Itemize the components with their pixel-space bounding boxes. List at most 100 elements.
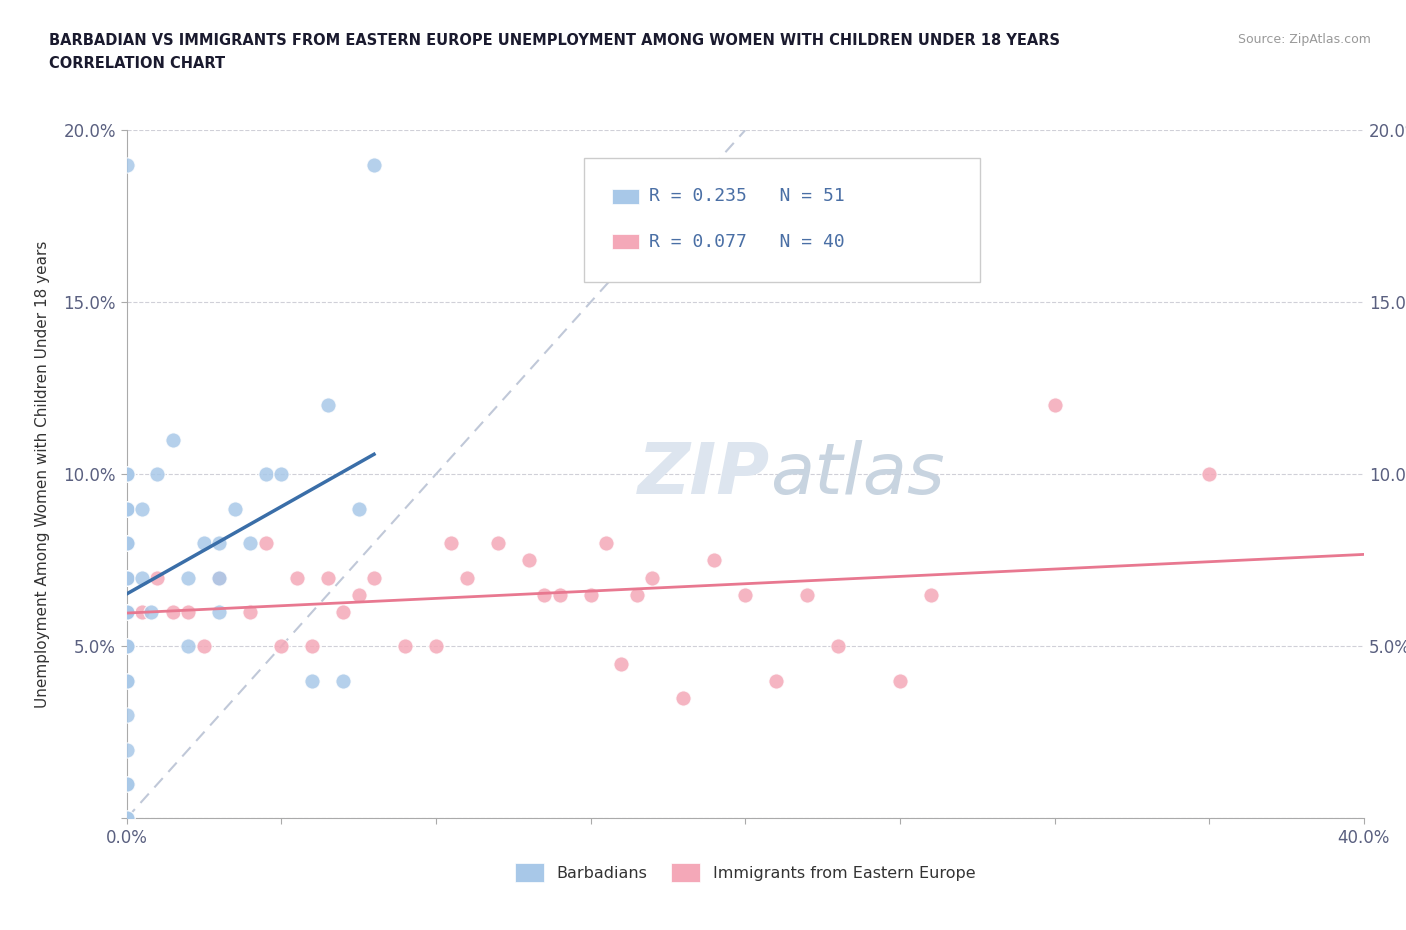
Point	[610, 657, 633, 671]
Point	[363, 157, 385, 172]
Text: ZIP: ZIP	[638, 440, 770, 509]
Point	[115, 742, 138, 757]
Point	[517, 552, 540, 567]
Point	[115, 708, 138, 723]
Text: R = 0.235   N = 51: R = 0.235 N = 51	[648, 187, 845, 206]
Point	[270, 467, 292, 482]
Point	[595, 536, 617, 551]
Point	[208, 536, 231, 551]
Point	[115, 811, 138, 826]
Point	[115, 673, 138, 688]
Legend: Barbadians, Immigrants from Eastern Europe: Barbadians, Immigrants from Eastern Euro…	[508, 856, 983, 890]
Point	[131, 604, 153, 619]
Point	[1198, 467, 1220, 482]
Point	[146, 570, 169, 585]
Point	[162, 604, 184, 619]
Point	[115, 570, 138, 585]
Point	[254, 536, 277, 551]
Point	[177, 570, 200, 585]
Text: CORRELATION CHART: CORRELATION CHART	[49, 56, 225, 71]
Point	[734, 588, 756, 603]
Point	[115, 604, 138, 619]
Bar	[612, 189, 638, 204]
Point	[347, 588, 370, 603]
Point	[208, 570, 231, 585]
Point	[177, 639, 200, 654]
Point	[363, 570, 385, 585]
Point	[285, 570, 308, 585]
Point	[131, 570, 153, 585]
Point	[239, 604, 262, 619]
Text: BARBADIAN VS IMMIGRANTS FROM EASTERN EUROPE UNEMPLOYMENT AMONG WOMEN WITH CHILDR: BARBADIAN VS IMMIGRANTS FROM EASTERN EUR…	[49, 33, 1060, 47]
Point	[115, 639, 138, 654]
Point	[440, 536, 463, 551]
Point	[672, 690, 695, 706]
Point	[316, 570, 339, 585]
Point	[115, 570, 138, 585]
Point	[115, 604, 138, 619]
Point	[579, 588, 602, 603]
Point	[115, 501, 138, 516]
Point	[456, 570, 478, 585]
Point	[115, 604, 138, 619]
Point	[765, 673, 787, 688]
Point	[193, 639, 215, 654]
Point	[115, 570, 138, 585]
Point	[208, 604, 231, 619]
Point	[146, 467, 169, 482]
Point	[208, 570, 231, 585]
Text: Source: ZipAtlas.com: Source: ZipAtlas.com	[1237, 33, 1371, 46]
Point	[889, 673, 911, 688]
Point	[486, 536, 509, 551]
Point	[115, 639, 138, 654]
Point	[796, 588, 818, 603]
Point	[115, 467, 138, 482]
Point	[270, 639, 292, 654]
Point	[115, 604, 138, 619]
Point	[332, 604, 354, 619]
Point	[141, 604, 163, 619]
Point	[115, 536, 138, 551]
Point	[115, 501, 138, 516]
Point	[224, 501, 246, 516]
Point	[301, 639, 323, 654]
Point	[115, 570, 138, 585]
Point	[347, 501, 370, 516]
Bar	[612, 234, 638, 249]
Point	[425, 639, 447, 654]
Point	[920, 588, 942, 603]
Point	[115, 501, 138, 516]
Point	[115, 777, 138, 791]
Point	[115, 673, 138, 688]
Point	[1043, 398, 1066, 413]
Point	[316, 398, 339, 413]
Point	[115, 536, 138, 551]
Point	[115, 157, 138, 172]
Point	[301, 673, 323, 688]
Point	[394, 639, 416, 654]
Point	[115, 467, 138, 482]
Point	[703, 552, 725, 567]
Point	[115, 811, 138, 826]
Text: R = 0.077   N = 40: R = 0.077 N = 40	[648, 232, 845, 251]
Point	[641, 570, 664, 585]
Point	[115, 570, 138, 585]
Point	[115, 501, 138, 516]
Point	[177, 604, 200, 619]
Point	[193, 536, 215, 551]
Text: atlas: atlas	[770, 440, 945, 509]
Point	[332, 673, 354, 688]
Y-axis label: Unemployment Among Women with Children Under 18 years: Unemployment Among Women with Children U…	[35, 241, 49, 708]
Point	[115, 777, 138, 791]
Point	[254, 467, 277, 482]
Point	[115, 467, 138, 482]
Point	[548, 588, 571, 603]
Point	[115, 639, 138, 654]
Point	[115, 536, 138, 551]
Point	[162, 432, 184, 447]
Point	[533, 588, 555, 603]
Point	[827, 639, 849, 654]
Point	[131, 501, 153, 516]
Point	[239, 536, 262, 551]
Point	[115, 570, 138, 585]
